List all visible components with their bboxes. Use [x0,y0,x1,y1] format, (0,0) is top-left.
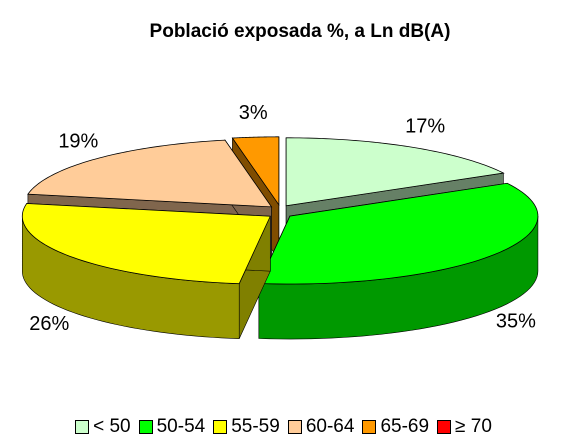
legend-swatch [287,420,302,434]
slice-top [285,137,505,207]
data-label: 17% [405,115,445,137]
legend-label: 55-59 [231,416,280,437]
legend-swatch [138,420,153,434]
legend-item: 60-64 [287,416,355,438]
slice-top [21,203,271,285]
data-label: 35% [496,311,536,333]
data-label: 19% [58,131,98,153]
legend-item: 50-54 [138,416,206,438]
legend: < 50 50-54 55-59 60-64 65-69 ≥ 70 [0,416,567,438]
legend-swatch [362,420,377,434]
pie-slice [258,182,539,340]
legend-item: 55-59 [213,416,280,438]
data-label: 3% [239,102,268,124]
legend-swatch [213,420,228,434]
data-label: 26% [29,313,69,335]
legend-item: < 50 [75,416,131,438]
slice-top [27,139,273,208]
legend-label: 65-69 [380,416,430,437]
pie-slice [21,203,271,340]
legend-label: 60-64 [305,416,355,437]
chart: Població exposada %, a Ln dB(A) 17% 35% 26… [21,21,539,340]
legend-item: 65-69 [362,416,429,438]
legend-item: ≥ 70 [437,416,492,438]
chart-title: Població exposada %, a Ln dB(A) [150,21,451,42]
legend-label: < 50 [93,416,131,437]
slice-top [258,182,539,285]
legend-swatch [437,420,452,434]
legend-label: ≥ 70 [455,416,492,437]
legend-label: 50-54 [156,416,206,437]
slice-top [231,136,280,207]
legend-swatch [75,420,90,434]
